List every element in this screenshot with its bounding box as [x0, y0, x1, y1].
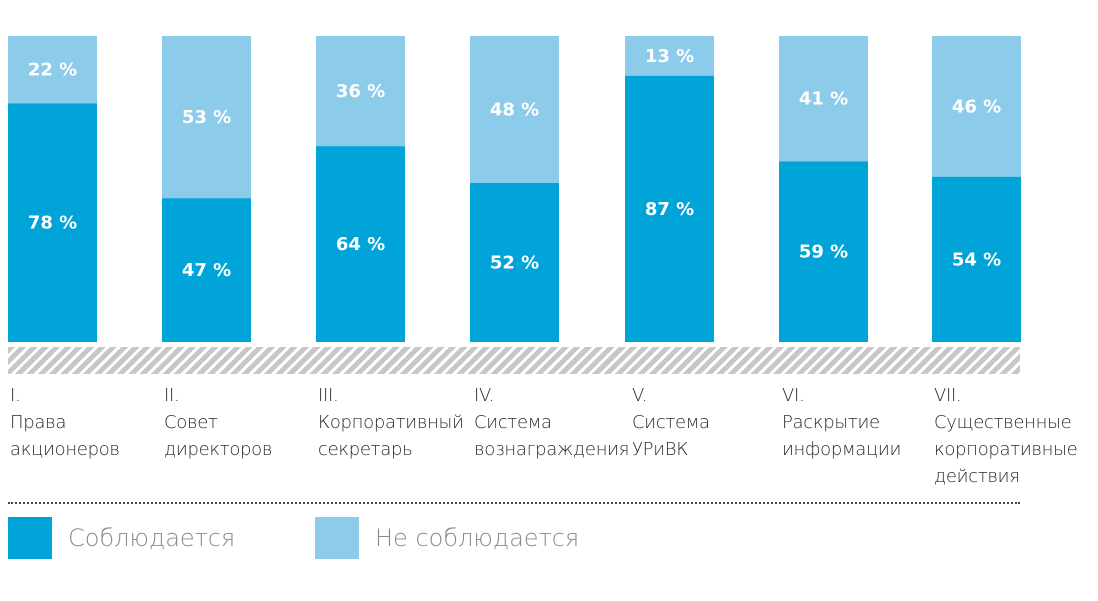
category-label-2: II. Совет директоров: [164, 385, 273, 460]
category-label-4: IV. Система вознаграждения: [474, 385, 630, 460]
category-label-1: I. Права акционеров: [10, 385, 120, 460]
legend-label-non-compliant: Не соблюдается: [375, 524, 580, 552]
value-label-compliant-4: 52 %: [490, 252, 539, 273]
value-label-compliant-3: 64 %: [336, 234, 385, 255]
bar-compliant-1: [8, 103, 97, 342]
value-label-non-compliant-2: 53 %: [182, 107, 231, 128]
bar-compliant-6: [779, 161, 868, 342]
bar-non-compliant-7: [932, 36, 1021, 177]
bar-non-compliant-5: [625, 36, 714, 76]
legend-label-compliant: Соблюдается: [68, 524, 236, 552]
category-label-6: VI. Раскрытие информации: [782, 385, 902, 460]
value-label-compliant-2: 47 %: [182, 260, 231, 281]
bar-non-compliant-6: [779, 36, 868, 162]
category-label-7: VII. Существенные корпоративные действия: [934, 385, 1078, 487]
bar-compliant-3: [316, 146, 405, 342]
value-label-non-compliant-6: 41 %: [799, 89, 848, 110]
value-label-non-compliant-7: 46 %: [952, 96, 1001, 117]
dotted-separator: [8, 502, 1020, 504]
value-label-compliant-5: 87 %: [645, 199, 694, 220]
value-label-compliant-7: 54 %: [952, 249, 1001, 270]
bar-non-compliant-4: [470, 36, 559, 183]
legend-swatch-non-compliant: [315, 517, 359, 559]
value-label-non-compliant-1: 22 %: [28, 60, 77, 81]
value-label-non-compliant-5: 13 %: [645, 46, 694, 67]
category-label-5: V. Система УРиВК: [632, 385, 710, 460]
bar-non-compliant-2: [162, 36, 251, 199]
bar-compliant-4: [470, 182, 559, 342]
legend-swatch-compliant: [8, 517, 52, 559]
bar-compliant-2: [162, 198, 251, 342]
legend-item-compliant: Соблюдается: [8, 517, 235, 559]
bar-compliant-5: [625, 75, 714, 342]
bar-non-compliant-3: [316, 36, 405, 147]
value-label-compliant-6: 59 %: [799, 242, 848, 263]
bar-compliant-7: [932, 176, 1021, 342]
value-label-non-compliant-4: 48 %: [490, 99, 539, 120]
baseline-hatch-band: [8, 347, 1020, 374]
bar-non-compliant-1: [8, 36, 97, 104]
value-label-compliant-1: 78 %: [28, 213, 77, 234]
category-label-3: III. Корпоративный секретарь: [318, 385, 464, 460]
legend-item-non-compliant: Не соблюдается: [315, 517, 579, 559]
value-label-non-compliant-3: 36 %: [336, 81, 385, 102]
